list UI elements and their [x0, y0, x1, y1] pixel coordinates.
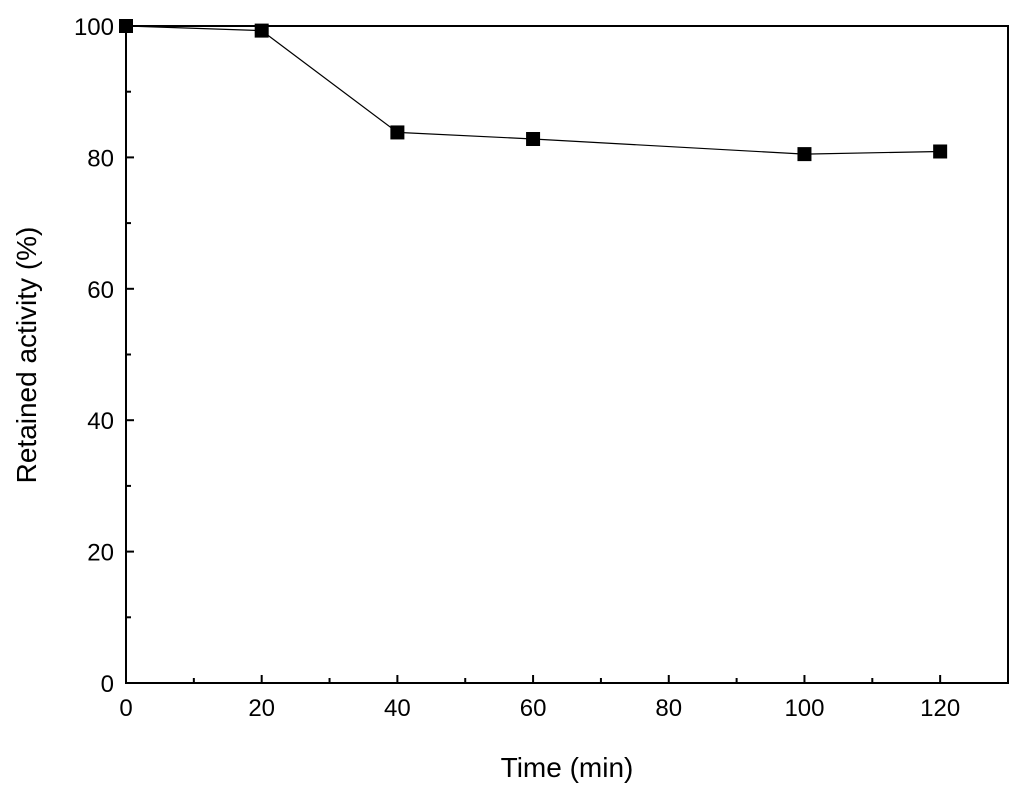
x-tick-label: 100 [784, 695, 824, 722]
data-point-marker [390, 125, 405, 140]
x-axis-title: Time (min) [501, 752, 634, 783]
series-line [125, 25, 941, 155]
y-tick-label: 80 [87, 145, 114, 172]
y-tick-label: 100 [74, 14, 114, 41]
y-axis-title: Retained activity (%) [11, 227, 42, 484]
plot-frame [125, 25, 1009, 684]
y-tick-label: 40 [87, 408, 114, 435]
y-tick-label: 0 [101, 671, 114, 698]
data-series [119, 19, 948, 162]
y-axis: 0 20 40 60 80 100 [74, 14, 134, 698]
y-tick-label: 60 [87, 277, 114, 304]
x-tick-label: 0 [119, 695, 132, 722]
y-tick-label: 20 [87, 540, 114, 567]
data-point-marker [119, 19, 133, 33]
data-point-marker [254, 23, 269, 38]
x-axis: 0 20 40 60 80 100 120 [119, 675, 960, 722]
x-tick-label: 120 [920, 695, 960, 722]
x-tick-label: 80 [655, 695, 682, 722]
x-tick-label: 40 [384, 695, 411, 722]
data-point-marker [797, 147, 812, 162]
data-point-marker [933, 144, 948, 159]
data-point-marker [526, 132, 541, 147]
x-tick-label: 60 [520, 695, 547, 722]
plot-area [125, 25, 1009, 684]
x-tick-label: 20 [248, 695, 275, 722]
